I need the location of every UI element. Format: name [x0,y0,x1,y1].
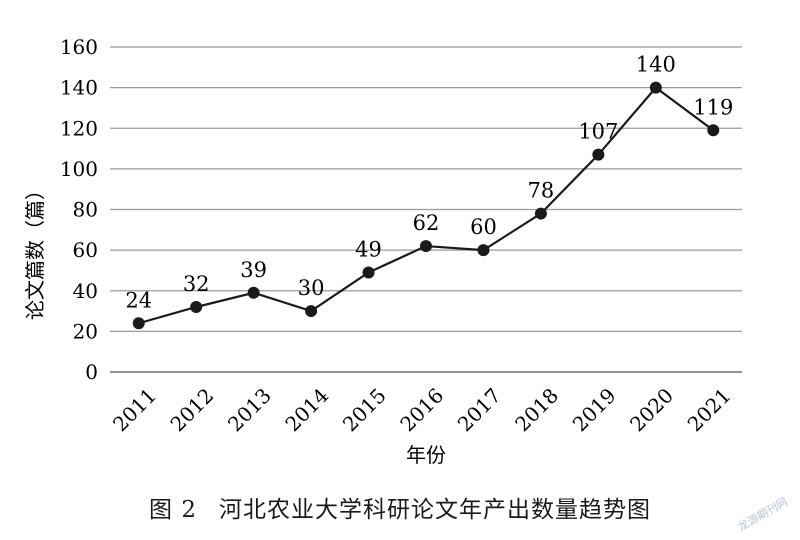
x-tick-label: 2019 [568,383,621,436]
x-tick-label: 2021 [683,383,736,436]
x-axis-ticks: 2011 2012 2013 2014 2015 2016 2017 2018 2019 2020… [108,383,736,436]
data-point [477,244,490,257]
y-tick-label: 0 [85,360,98,384]
x-tick-label: 2020 [625,383,678,436]
data-label: 107 [578,120,618,144]
data-point [707,124,720,137]
data-label: 78 [528,179,555,203]
x-tick-label: 2018 [510,383,563,436]
y-tick-label: 140 [60,76,98,100]
y-tick-label: 80 [73,198,98,222]
x-tick-label: 2017 [453,383,506,436]
gridlines [110,46,742,373]
x-tick-label: 2014 [280,383,333,436]
x-tick-label: 2012 [165,383,218,436]
data-label: 119 [693,95,733,119]
data-point [247,286,260,299]
figure-number: 图 2 [149,497,197,523]
y-tick-label: 60 [73,238,98,262]
data-point [190,301,203,313]
data-point [534,207,547,220]
data-label: 32 [183,272,210,296]
y-tick-label: 40 [73,279,98,303]
y-tick-label: 120 [60,116,98,140]
series-layer [132,81,720,330]
y-tick-label: 160 [60,35,98,59]
data-label: 39 [240,258,267,282]
y-tick-label: 100 [60,157,98,181]
data-point [305,305,318,318]
figure-caption: 图 2 河北农业大学科研论文年产出数量趋势图 [0,490,800,524]
x-tick-label: 2016 [395,383,448,436]
data-label: 62 [413,211,440,235]
data-label: 60 [470,215,497,239]
y-tick-label: 20 [73,319,98,343]
x-tick-label: 2015 [338,383,391,436]
data-point [420,240,432,253]
y-axis-label: 论文篇数（篇） [23,180,47,320]
data-point [362,266,375,279]
data-label: 49 [355,237,382,261]
caption-text: 河北农业大学科研论文年产出数量趋势图 [218,497,651,523]
data-label: 30 [298,276,325,300]
data-label: 140 [636,53,676,77]
y-axis-ticks: 0 20 40 60 80 100 120 140 160 [60,35,98,384]
data-point [132,317,145,330]
x-tick-label: 2011 [108,383,161,436]
series-line [138,86,714,325]
x-axis-label: 年份 [406,443,446,467]
data-labels: 24 32 39 30 49 62 60 78 107 140 119 [125,53,733,313]
data-point [592,148,605,161]
data-label: 24 [125,288,152,312]
data-point [649,81,662,94]
x-tick-label: 2013 [223,383,276,436]
